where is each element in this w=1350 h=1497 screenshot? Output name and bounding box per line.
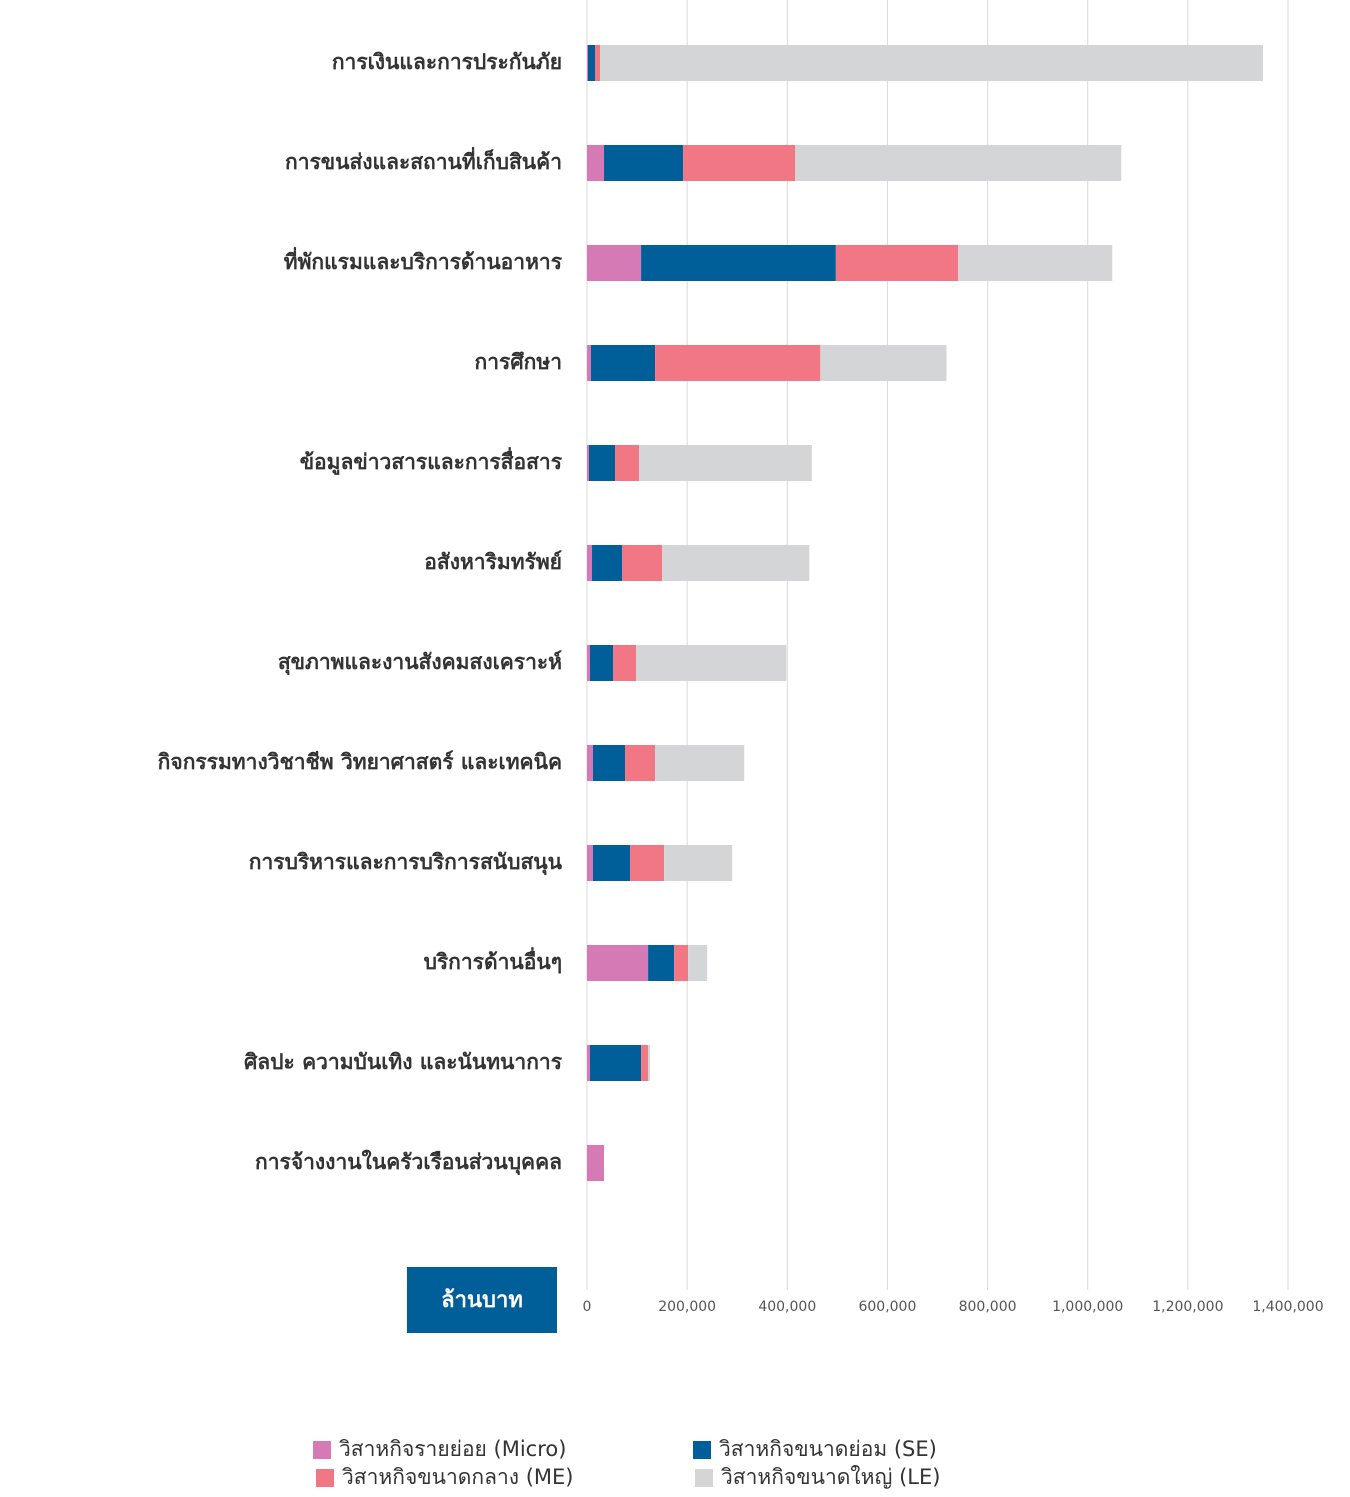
bar-segment xyxy=(641,1045,649,1081)
bar-segment xyxy=(662,545,810,581)
bar-segment xyxy=(587,345,592,381)
bar-segment xyxy=(587,145,605,181)
bar-segment xyxy=(683,145,796,181)
bar-segment xyxy=(592,545,623,581)
x-tick-label: 1,200,000 xyxy=(1152,1299,1223,1315)
bar-segment xyxy=(593,845,631,881)
bar-segment xyxy=(688,945,708,981)
bar-segment xyxy=(587,1145,605,1181)
bar-segment xyxy=(589,445,616,481)
bar-segment xyxy=(674,945,689,981)
x-tick-label: 600,000 xyxy=(858,1299,916,1315)
legend-swatch xyxy=(693,1441,711,1459)
x-tick-label: 400,000 xyxy=(758,1299,816,1315)
bar-segment xyxy=(622,545,663,581)
x-tick-label: 0 xyxy=(583,1299,592,1315)
bar-segment xyxy=(590,645,614,681)
bar-segment xyxy=(587,745,594,781)
bar-segment xyxy=(590,1045,642,1081)
y-tick-label: ที่พักแรมและบริการด้านอาหาร xyxy=(284,246,563,274)
y-tick-label: อสังหาริมทรัพย์ xyxy=(424,550,562,574)
y-tick-label: ข้อมูลข่าวสารและการสื่อสาร xyxy=(300,446,563,476)
y-tick-label: บริการด้านอื่นๆ xyxy=(424,946,562,974)
bar-segment xyxy=(655,745,745,781)
legend-swatch xyxy=(313,1441,331,1459)
y-tick-label: การขนส่งและสถานที่เก็บสินค้า xyxy=(285,146,562,174)
bar-segment xyxy=(587,645,591,681)
bar-segment xyxy=(820,345,947,381)
unit-box xyxy=(407,1267,557,1333)
legend-swatch xyxy=(695,1469,713,1487)
bar-segment xyxy=(648,1045,651,1081)
y-tick-label: การศึกษา xyxy=(475,350,562,374)
bar-segment xyxy=(835,245,959,281)
bar-segment xyxy=(664,845,733,881)
bar-segment xyxy=(595,45,601,81)
bar-segment xyxy=(587,45,589,81)
y-tick-label: กิจกรรมทางวิชาชีพ วิทยาศาสตร์ และเทคนิค xyxy=(157,750,562,774)
bar-segment xyxy=(588,45,596,81)
legend-label: วิสาหกิจรายย่อย (Micro) xyxy=(339,1437,567,1461)
y-tick-label: การจ้างงานในครัวเรือนส่วนบุคคล xyxy=(255,1149,562,1176)
bar-segment xyxy=(587,545,593,581)
legend-swatch xyxy=(316,1469,334,1487)
bar-segment xyxy=(587,845,594,881)
y-tick-label: สุขภาพและงานสังคมสงเคราะห์ xyxy=(278,650,562,676)
bar-segment xyxy=(630,845,665,881)
bar-segment xyxy=(958,245,1113,281)
bar-segment xyxy=(613,645,637,681)
bar-segment xyxy=(587,245,642,281)
bar-segment xyxy=(625,745,656,781)
legend-label: วิสาหกิจขนาดกลาง (ME) xyxy=(342,1465,574,1489)
bar-segment xyxy=(655,345,821,381)
y-tick-label: การเงินและการประกันภัย xyxy=(332,50,562,74)
bar-segment xyxy=(587,945,649,981)
x-tick-label: 800,000 xyxy=(959,1299,1017,1315)
x-tick-label: 1,400,000 xyxy=(1252,1299,1323,1315)
bar-segment xyxy=(648,945,675,981)
x-tick-label: 200,000 xyxy=(658,1299,716,1315)
y-tick-label: การบริหารและการบริการสนับสนุน xyxy=(249,850,563,876)
bar-segment xyxy=(641,245,836,281)
legend-label: วิสาหกิจขนาดใหญ่ (LE) xyxy=(721,1465,941,1489)
bar-segment xyxy=(639,445,812,481)
bar-segment xyxy=(615,445,640,481)
bar-segment xyxy=(636,645,787,681)
bar-segment xyxy=(600,45,1263,81)
unit-label: ล้านบาท xyxy=(441,1288,523,1313)
bar-segment xyxy=(795,145,1122,181)
bar-segment xyxy=(604,145,684,181)
bar-segment xyxy=(587,1045,591,1081)
x-tick-label: 1,000,000 xyxy=(1052,1299,1123,1315)
bar-segment xyxy=(591,345,656,381)
bar-segment xyxy=(593,745,626,781)
legend-label: วิสาหกิจขนาดย่อม (SE) xyxy=(719,1437,937,1461)
y-tick-label: ศิลปะ ความบันเทิง และนันทนาการ xyxy=(244,1050,563,1074)
bar-segment xyxy=(587,445,590,481)
